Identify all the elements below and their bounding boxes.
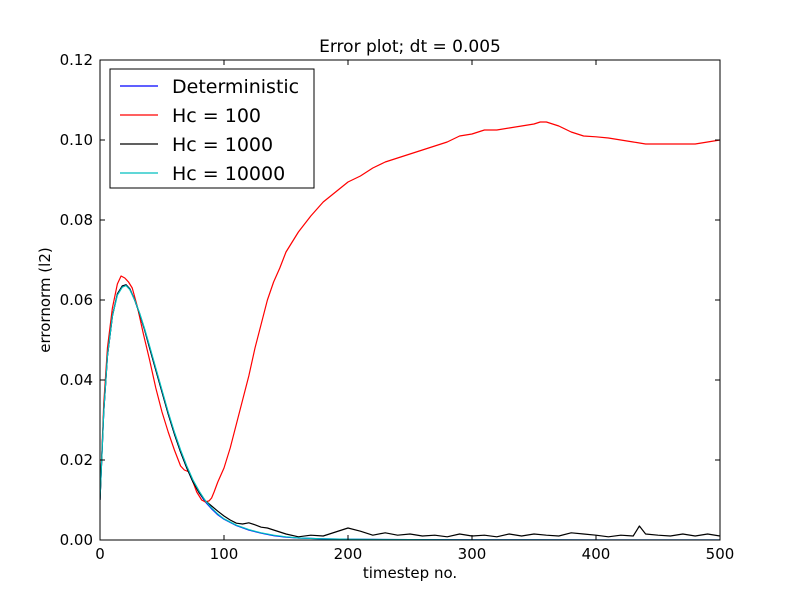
x-axis-label: timestep no. <box>363 564 457 582</box>
axis-tick-labels: 0 100 200 300 400 500 0.00 0.02 0.04 0.06 0.08 0.10… <box>60 51 735 563</box>
y-tick-label: 0.04 <box>60 371 93 389</box>
x-tick-label: 300 <box>458 545 487 563</box>
y-tick-label: 0.10 <box>60 131 93 149</box>
legend-label-2: Hc = 100 <box>172 105 261 127</box>
y-tick-label: 0.02 <box>60 451 93 469</box>
x-tick-label: 500 <box>706 545 735 563</box>
legend-box <box>109 68 315 189</box>
x-tick-label: 400 <box>582 545 611 563</box>
series-line-2 <box>100 121 720 503</box>
x-tick-label: 0 <box>95 545 105 563</box>
axis-ticks <box>99 59 721 541</box>
legend: Deterministic Hc = 100 Hc = 1000 Hc = 10000 <box>109 68 315 189</box>
y-tick-label: 0.08 <box>60 211 93 229</box>
legend-label-3: Hc = 1000 <box>172 134 273 156</box>
legend-label-1: Deterministic <box>172 76 299 98</box>
series-line-4 <box>100 285 720 540</box>
x-tick-label: 100 <box>210 545 239 563</box>
y-axis-label: errornorm (l2) <box>36 247 54 352</box>
y-tick-label: 0.00 <box>60 531 93 549</box>
chart-title: Error plot; dt = 0.005 <box>319 37 501 57</box>
y-tick-label: 0.06 <box>60 291 93 309</box>
y-tick-label: 0.12 <box>60 51 93 69</box>
legend-label-4: Hc = 10000 <box>172 163 285 185</box>
x-tick-label: 200 <box>334 545 363 563</box>
